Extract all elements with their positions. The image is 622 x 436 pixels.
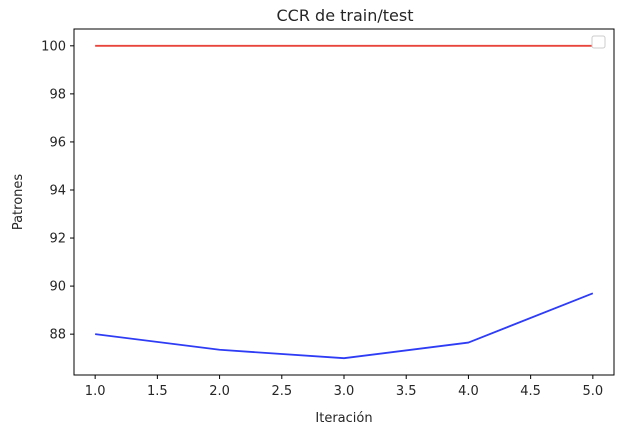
x-tick-label: 5.0 bbox=[583, 384, 604, 399]
series-line-1 bbox=[95, 292, 594, 360]
x-tick-label: 2.5 bbox=[271, 384, 292, 399]
y-tick-label: 88 bbox=[49, 328, 66, 343]
y-axis-label: Patrones bbox=[11, 174, 26, 231]
series-lines bbox=[95, 44, 594, 360]
plot-frame bbox=[73, 28, 615, 376]
x-tick-label: 2.0 bbox=[209, 384, 230, 399]
y-tick-label: 90 bbox=[49, 280, 66, 295]
x-axis-label: Iteración bbox=[315, 411, 372, 426]
y-tick-label: 98 bbox=[49, 87, 66, 102]
y-tick-label: 92 bbox=[49, 232, 66, 247]
x-tick-label: 4.5 bbox=[520, 384, 541, 399]
ticks: 1.0 1.5 2.0 2.5 3.0 3.5 4.0 4.5 5.0 88 90 92 94 96 98 1… bbox=[41, 39, 603, 399]
y-tick-label: 100 bbox=[41, 39, 66, 54]
y-tick-label: 94 bbox=[49, 183, 66, 198]
chart-title: CCR de train/test bbox=[277, 6, 414, 25]
x-tick-label: 1.5 bbox=[147, 384, 168, 399]
y-tick-label: 96 bbox=[49, 135, 66, 150]
x-tick-label: 1.0 bbox=[85, 384, 106, 399]
x-tick-label: 3.0 bbox=[334, 384, 355, 399]
legend-box bbox=[591, 35, 606, 49]
x-tick-label: 3.5 bbox=[396, 384, 417, 399]
x-tick-label: 4.0 bbox=[458, 384, 479, 399]
